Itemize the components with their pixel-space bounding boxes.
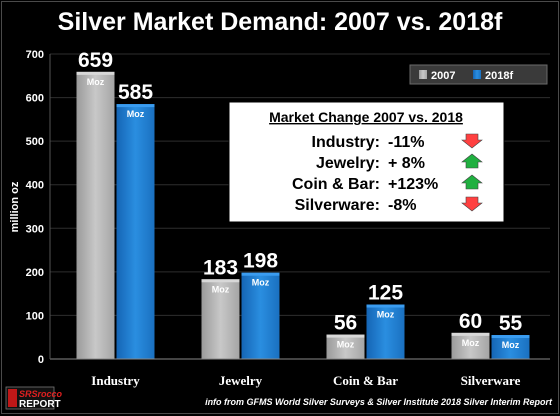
bar-value-label: 60 xyxy=(459,310,482,333)
legend: 2007 2018f xyxy=(409,64,548,85)
bar-value-label: 183 xyxy=(203,256,238,279)
bar-2007-jewelry xyxy=(201,279,240,359)
bar-top-edge xyxy=(491,335,530,339)
change-row-label: Jewelry: xyxy=(316,155,380,172)
arrow-down-icon xyxy=(461,196,483,212)
bar-2018f-coin-bar xyxy=(366,304,405,359)
y-tick-label: 300 xyxy=(26,223,44,235)
logo-bottom-text: REPORT xyxy=(19,399,61,410)
bar-unit-label: Moz xyxy=(127,109,145,119)
legend-swatch-2018f xyxy=(473,70,481,79)
x-axis-categories: Industry Jewelry Coin & Bar Silverware xyxy=(91,373,520,388)
logo-emblem-icon xyxy=(8,389,17,407)
y-tick-label: 0 xyxy=(38,354,44,366)
y-tick-label: 400 xyxy=(26,180,44,192)
bar-value-label: 125 xyxy=(368,282,403,305)
bar-2018f-industry xyxy=(116,104,155,359)
x-category-label: Jewelry xyxy=(219,373,263,388)
market-change-rows: Industry: -11% Jewelry: + 8% Coin & Bar: +123… xyxy=(292,133,483,214)
bar-unit-label: Moz xyxy=(252,278,270,288)
market-change-title: Market Change 2007 vs. 2018 xyxy=(269,109,463,125)
bar-2007-coin-bar xyxy=(326,334,365,359)
srsrocco-logo: SRSrocco REPORT xyxy=(5,386,63,410)
bar-top-edge xyxy=(76,71,115,75)
bar-2007-industry xyxy=(76,71,115,359)
market-change-panel xyxy=(228,101,505,223)
change-row-value: -8% xyxy=(388,197,416,214)
bar-value-label: 55 xyxy=(499,312,523,335)
bar-value-label: 198 xyxy=(243,250,278,273)
chart-title: Silver Market Demand: 2007 vs. 2018f xyxy=(58,8,503,36)
y-axis-label: million oz xyxy=(9,181,21,232)
bar-top-edge xyxy=(451,332,490,336)
y-tick-label: 700 xyxy=(26,49,44,61)
bar-top-edge xyxy=(116,104,155,108)
bar-unit-label: Moz xyxy=(337,340,355,350)
bar-unit-label: Moz xyxy=(212,284,230,294)
logo-badge xyxy=(5,386,55,410)
bar-top-edge xyxy=(326,334,365,338)
legend-swatch-2007 xyxy=(419,70,427,79)
logo-top-text: SRSrocco xyxy=(19,389,63,399)
x-category-label: Industry xyxy=(91,373,140,388)
arrow-up-icon xyxy=(461,153,483,169)
change-row-label: Coin & Bar: xyxy=(292,176,380,193)
bar-unit-label: Moz xyxy=(377,310,395,320)
bar-unit-label: Moz xyxy=(87,77,105,87)
bar-2018f-silverware xyxy=(491,335,530,359)
change-row-value: + 8% xyxy=(388,155,425,172)
y-axis-ticks: 0 100 200 300 400 500 600 700 xyxy=(26,49,44,366)
bar-top-edge xyxy=(201,279,240,283)
arrow-down-icon xyxy=(461,133,483,149)
x-category-label: Coin & Bar xyxy=(333,373,398,388)
bars: Moz 659 Moz 585 Moz 183 Moz 198 Moz 56 Moz 125 Moz 60… xyxy=(76,49,530,359)
bar-value-label: 585 xyxy=(118,81,153,104)
change-row-label: Silverware: xyxy=(295,197,380,214)
bar-2007-silverware xyxy=(451,332,490,359)
legend-label-2018f: 2018f xyxy=(485,70,513,82)
y-tick-label: 600 xyxy=(26,93,44,105)
bar-value-label: 659 xyxy=(78,49,113,72)
market-change-box: Market Change 2007 vs. 2018 Industry: -11… xyxy=(228,101,505,223)
arrow-up-icon xyxy=(461,174,483,190)
x-category-label: Silverware xyxy=(461,373,521,388)
legend-label-2007: 2007 xyxy=(431,70,455,82)
change-row-label: Industry: xyxy=(312,134,380,151)
bar-unit-label: Moz xyxy=(462,338,480,348)
y-tick-label: 500 xyxy=(26,136,44,148)
y-tick-label: 200 xyxy=(26,267,44,279)
bar-top-edge xyxy=(366,304,405,308)
bar-2018f-jewelry xyxy=(241,272,280,359)
bar-top-edge xyxy=(241,272,280,276)
source-note: info from GFMS World Silver Surveys & Si… xyxy=(205,397,553,407)
change-row-value: -11% xyxy=(388,134,424,151)
bar-unit-label: Moz xyxy=(502,340,520,350)
bar-value-label: 56 xyxy=(334,312,357,335)
change-row-value: +123% xyxy=(388,176,438,193)
y-tick-label: 100 xyxy=(26,310,44,322)
